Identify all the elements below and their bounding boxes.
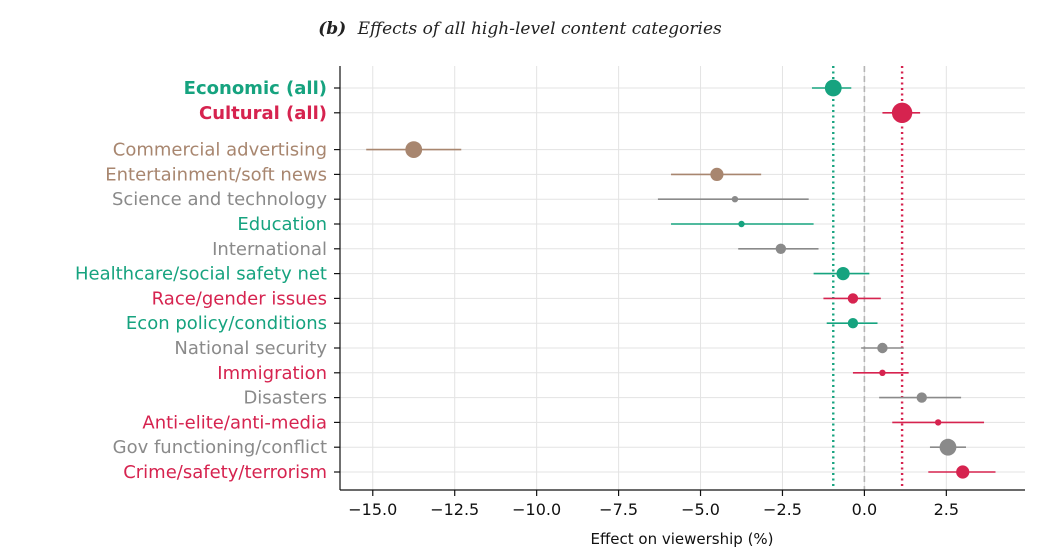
x-axis-label: Effect on viewership (%): [590, 530, 773, 548]
point-estimate: [824, 79, 842, 97]
x-tick-label: −12.5: [430, 500, 479, 519]
category-label: Econ policy/conditions: [126, 313, 327, 334]
point-estimate: [710, 167, 724, 181]
category-label: Commercial advertising: [113, 140, 327, 161]
x-tick-label: −2.5: [763, 500, 802, 519]
point-estimate: [956, 465, 970, 479]
category-label: Anti-elite/anti-media: [142, 412, 327, 433]
x-tick-label: 2.5: [934, 500, 959, 519]
point-estimate: [405, 141, 423, 159]
point-estimate: [934, 419, 942, 426]
point-estimate: [891, 102, 913, 124]
point-estimate: [775, 243, 787, 254]
point-estimate: [731, 196, 739, 203]
point-estimate: [738, 220, 745, 228]
point-estimate: [836, 267, 850, 281]
point-estimate: [879, 369, 886, 376]
point-estimate: [877, 342, 888, 354]
point-estimate: [939, 438, 957, 456]
point-estimate: [916, 392, 927, 403]
grid: [340, 66, 1025, 490]
category-label: Entertainment/soft news: [105, 164, 327, 185]
x-tick-label: 0.0: [852, 500, 877, 519]
category-label: Disasters: [243, 388, 327, 409]
x-tick-label: −10.0: [512, 500, 561, 519]
category-label: International: [212, 239, 327, 260]
category-label: Science and technology: [112, 189, 327, 210]
data-marks: [366, 79, 996, 479]
category-label: Immigration: [217, 363, 327, 384]
axes: [334, 66, 1025, 491]
category-label: Education: [237, 214, 327, 235]
x-tick-label: −5.0: [681, 500, 720, 519]
chart-title-prefix: (b): [318, 19, 346, 39]
category-label: Economic (all): [184, 78, 327, 99]
chart-title: (b) Effects of all high-level content ca…: [318, 19, 722, 39]
category-labels: Economic (all) Cultural (all) Commercial a…: [75, 78, 327, 483]
point-estimate: [847, 318, 859, 329]
category-label: Cultural (all): [199, 103, 327, 124]
category-label: Race/gender issues: [152, 288, 327, 309]
category-label: Gov functioning/conflict: [113, 437, 327, 458]
reference-lines: [832, 66, 904, 490]
point-estimate: [847, 293, 859, 304]
category-label: National security: [174, 338, 327, 359]
svg-text:(b) Effects of all high-: (b) Effects of all high-level content ca…: [318, 19, 722, 39]
chart-title-text: Effects of all high-level content catego…: [357, 19, 722, 39]
category-label: Crime/safety/terrorism: [123, 462, 327, 483]
x-tick-label: −15.0: [348, 500, 397, 519]
category-label: Healthcare/social safety net: [75, 264, 327, 285]
x-ticks: −15.0 −12.5 −10.0 −7.5 −5.0 −2.5 0.0 2.5: [348, 490, 959, 519]
x-tick-label: −7.5: [599, 500, 638, 519]
